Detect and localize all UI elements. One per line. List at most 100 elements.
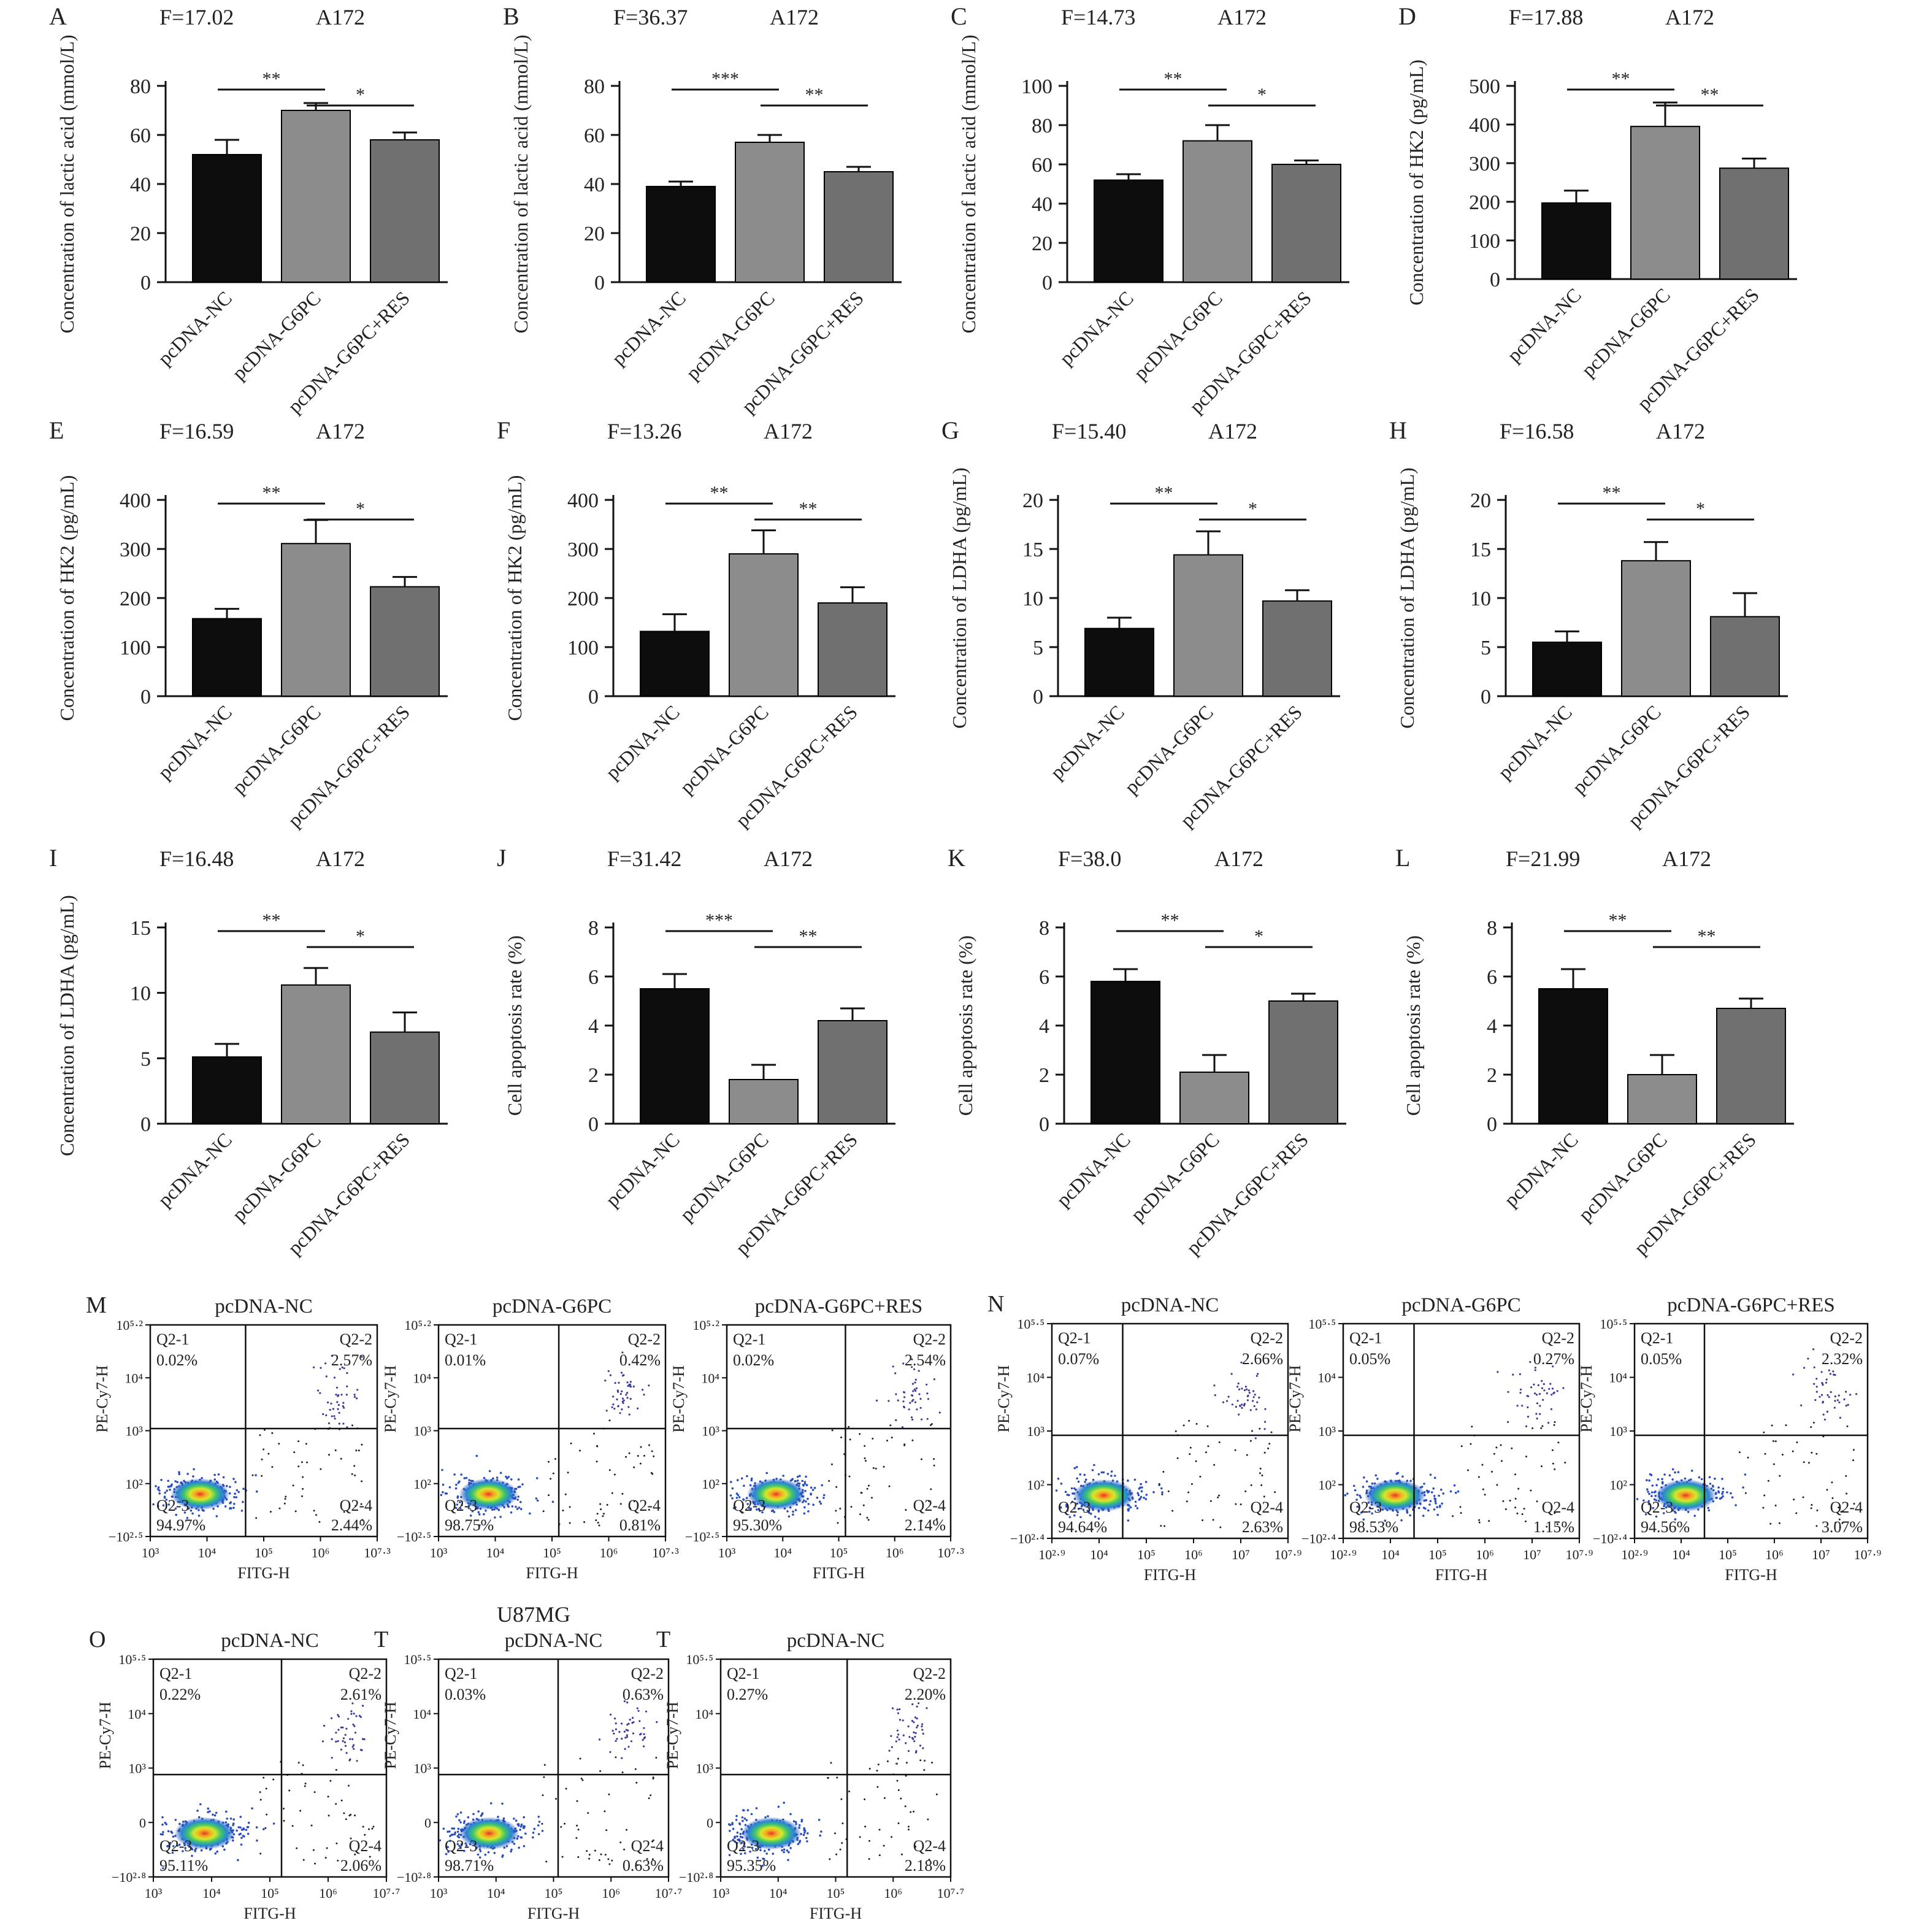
cell-event: [322, 1413, 324, 1416]
cell-event: [259, 1852, 262, 1855]
cell-event: [1845, 1475, 1847, 1477]
cell-event: [186, 1473, 189, 1475]
x-tick-label: 10³: [718, 1545, 736, 1560]
cell-event: [362, 1705, 364, 1707]
significance-marker: **: [1155, 483, 1173, 503]
cell-event: [242, 1500, 244, 1503]
bar-1: [281, 984, 351, 1125]
cell-event: [905, 1742, 907, 1744]
cell-event: [612, 1403, 615, 1406]
cell-event: [460, 1473, 462, 1476]
cell-event: [892, 1365, 894, 1368]
cell-event: [896, 1779, 899, 1782]
cell-event: [1525, 1520, 1527, 1522]
cell-event: [178, 1471, 180, 1473]
cell-event: [897, 1789, 900, 1791]
cell-event: [354, 1814, 356, 1817]
cell-event: [537, 1816, 540, 1818]
cell-event: [645, 1710, 648, 1713]
cell-event: [1534, 1369, 1536, 1372]
cell-event: [302, 1764, 304, 1767]
category-label: pcDNA-G6PC: [228, 700, 325, 798]
cell-event: [792, 1820, 795, 1823]
cell-event: [1551, 1387, 1554, 1390]
cell-event: [818, 1819, 821, 1821]
cell-event: [229, 1502, 231, 1505]
cell-event: [171, 1851, 174, 1854]
cell-event: [240, 1836, 243, 1840]
y-axis-title: Cell apoptosis rate (%): [504, 935, 526, 1116]
cell-event: [735, 1497, 738, 1499]
cell-event: [1434, 1500, 1437, 1502]
x-tick-label: 10⁴: [198, 1545, 217, 1560]
bar-2: [1262, 600, 1332, 697]
cell-event: [1825, 1378, 1828, 1381]
cell-event: [888, 1749, 891, 1752]
cell-event: [1195, 1460, 1197, 1462]
cell-event: [928, 1859, 930, 1861]
cell-event: [1507, 1391, 1509, 1393]
cell-event: [554, 1458, 556, 1460]
cell-event: [613, 1473, 616, 1476]
significance-marker: *: [356, 85, 365, 105]
cell-event: [1253, 1405, 1255, 1408]
cell-event: [1828, 1369, 1830, 1372]
cell-event: [928, 1500, 930, 1502]
x-axis-title: FITG-H: [1725, 1566, 1777, 1584]
cell-event: [1511, 1447, 1513, 1449]
cell-event: [239, 1826, 242, 1829]
cell-event: [324, 1857, 327, 1859]
cell-event: [351, 1702, 354, 1705]
cell-event: [918, 1393, 921, 1395]
cell-event: [360, 1503, 362, 1505]
cell-event: [1433, 1497, 1436, 1500]
x-axis-title: FITG-H: [527, 1905, 580, 1922]
cell-event: [331, 1354, 333, 1357]
cell-event: [607, 1370, 610, 1372]
significance-marker: **: [1701, 85, 1719, 105]
cell-event: [1527, 1406, 1529, 1408]
cell-event: [516, 1498, 519, 1501]
flow-title: pcDNA-NC: [787, 1630, 884, 1652]
cell-event: [517, 1495, 519, 1498]
cell-event: [278, 1443, 280, 1445]
cell-event: [588, 1854, 591, 1856]
x-tick-label: 10⁶: [1184, 1547, 1203, 1562]
x-tick-label: 10⁵: [830, 1545, 848, 1560]
cell-event: [1249, 1409, 1252, 1411]
cell-event: [926, 1383, 928, 1386]
y-tick-label: 40: [1032, 193, 1052, 216]
cell-event: [1433, 1476, 1436, 1479]
cell-event: [896, 1729, 899, 1732]
cell-event: [536, 1499, 539, 1502]
x-tick-label: 10⁷·⁷: [655, 1886, 683, 1901]
cell-event: [317, 1389, 320, 1392]
cell-event: [914, 1389, 917, 1392]
cell-event: [462, 1822, 466, 1824]
category-label: pcDNA-NC: [1493, 700, 1576, 783]
cell-event: [891, 1437, 893, 1439]
cell-event: [302, 1487, 304, 1490]
cell-event: [1097, 1473, 1100, 1476]
cell-event: [926, 1707, 928, 1709]
cell-event: [1442, 1492, 1444, 1495]
f-statistic: F=13.26: [607, 419, 681, 443]
cell-event: [1252, 1400, 1254, 1402]
cell-event: [1708, 1509, 1711, 1512]
cell-event: [807, 1510, 810, 1513]
cell-event: [1774, 1440, 1777, 1443]
significance-marker: *: [1257, 85, 1267, 105]
cell-event: [1708, 1476, 1711, 1478]
cell-event: [178, 1473, 181, 1475]
bar-2: [1268, 1000, 1338, 1124]
quadrant-label-q2-3: Q2-3: [727, 1837, 759, 1855]
cell-event: [875, 1467, 877, 1470]
category-label: pcDNA-NC: [1046, 700, 1129, 783]
bar-0: [640, 631, 710, 697]
cell-event: [912, 1398, 914, 1401]
cell-event: [1070, 1487, 1073, 1490]
cell-event: [891, 1836, 893, 1838]
cell-event: [750, 1813, 753, 1816]
